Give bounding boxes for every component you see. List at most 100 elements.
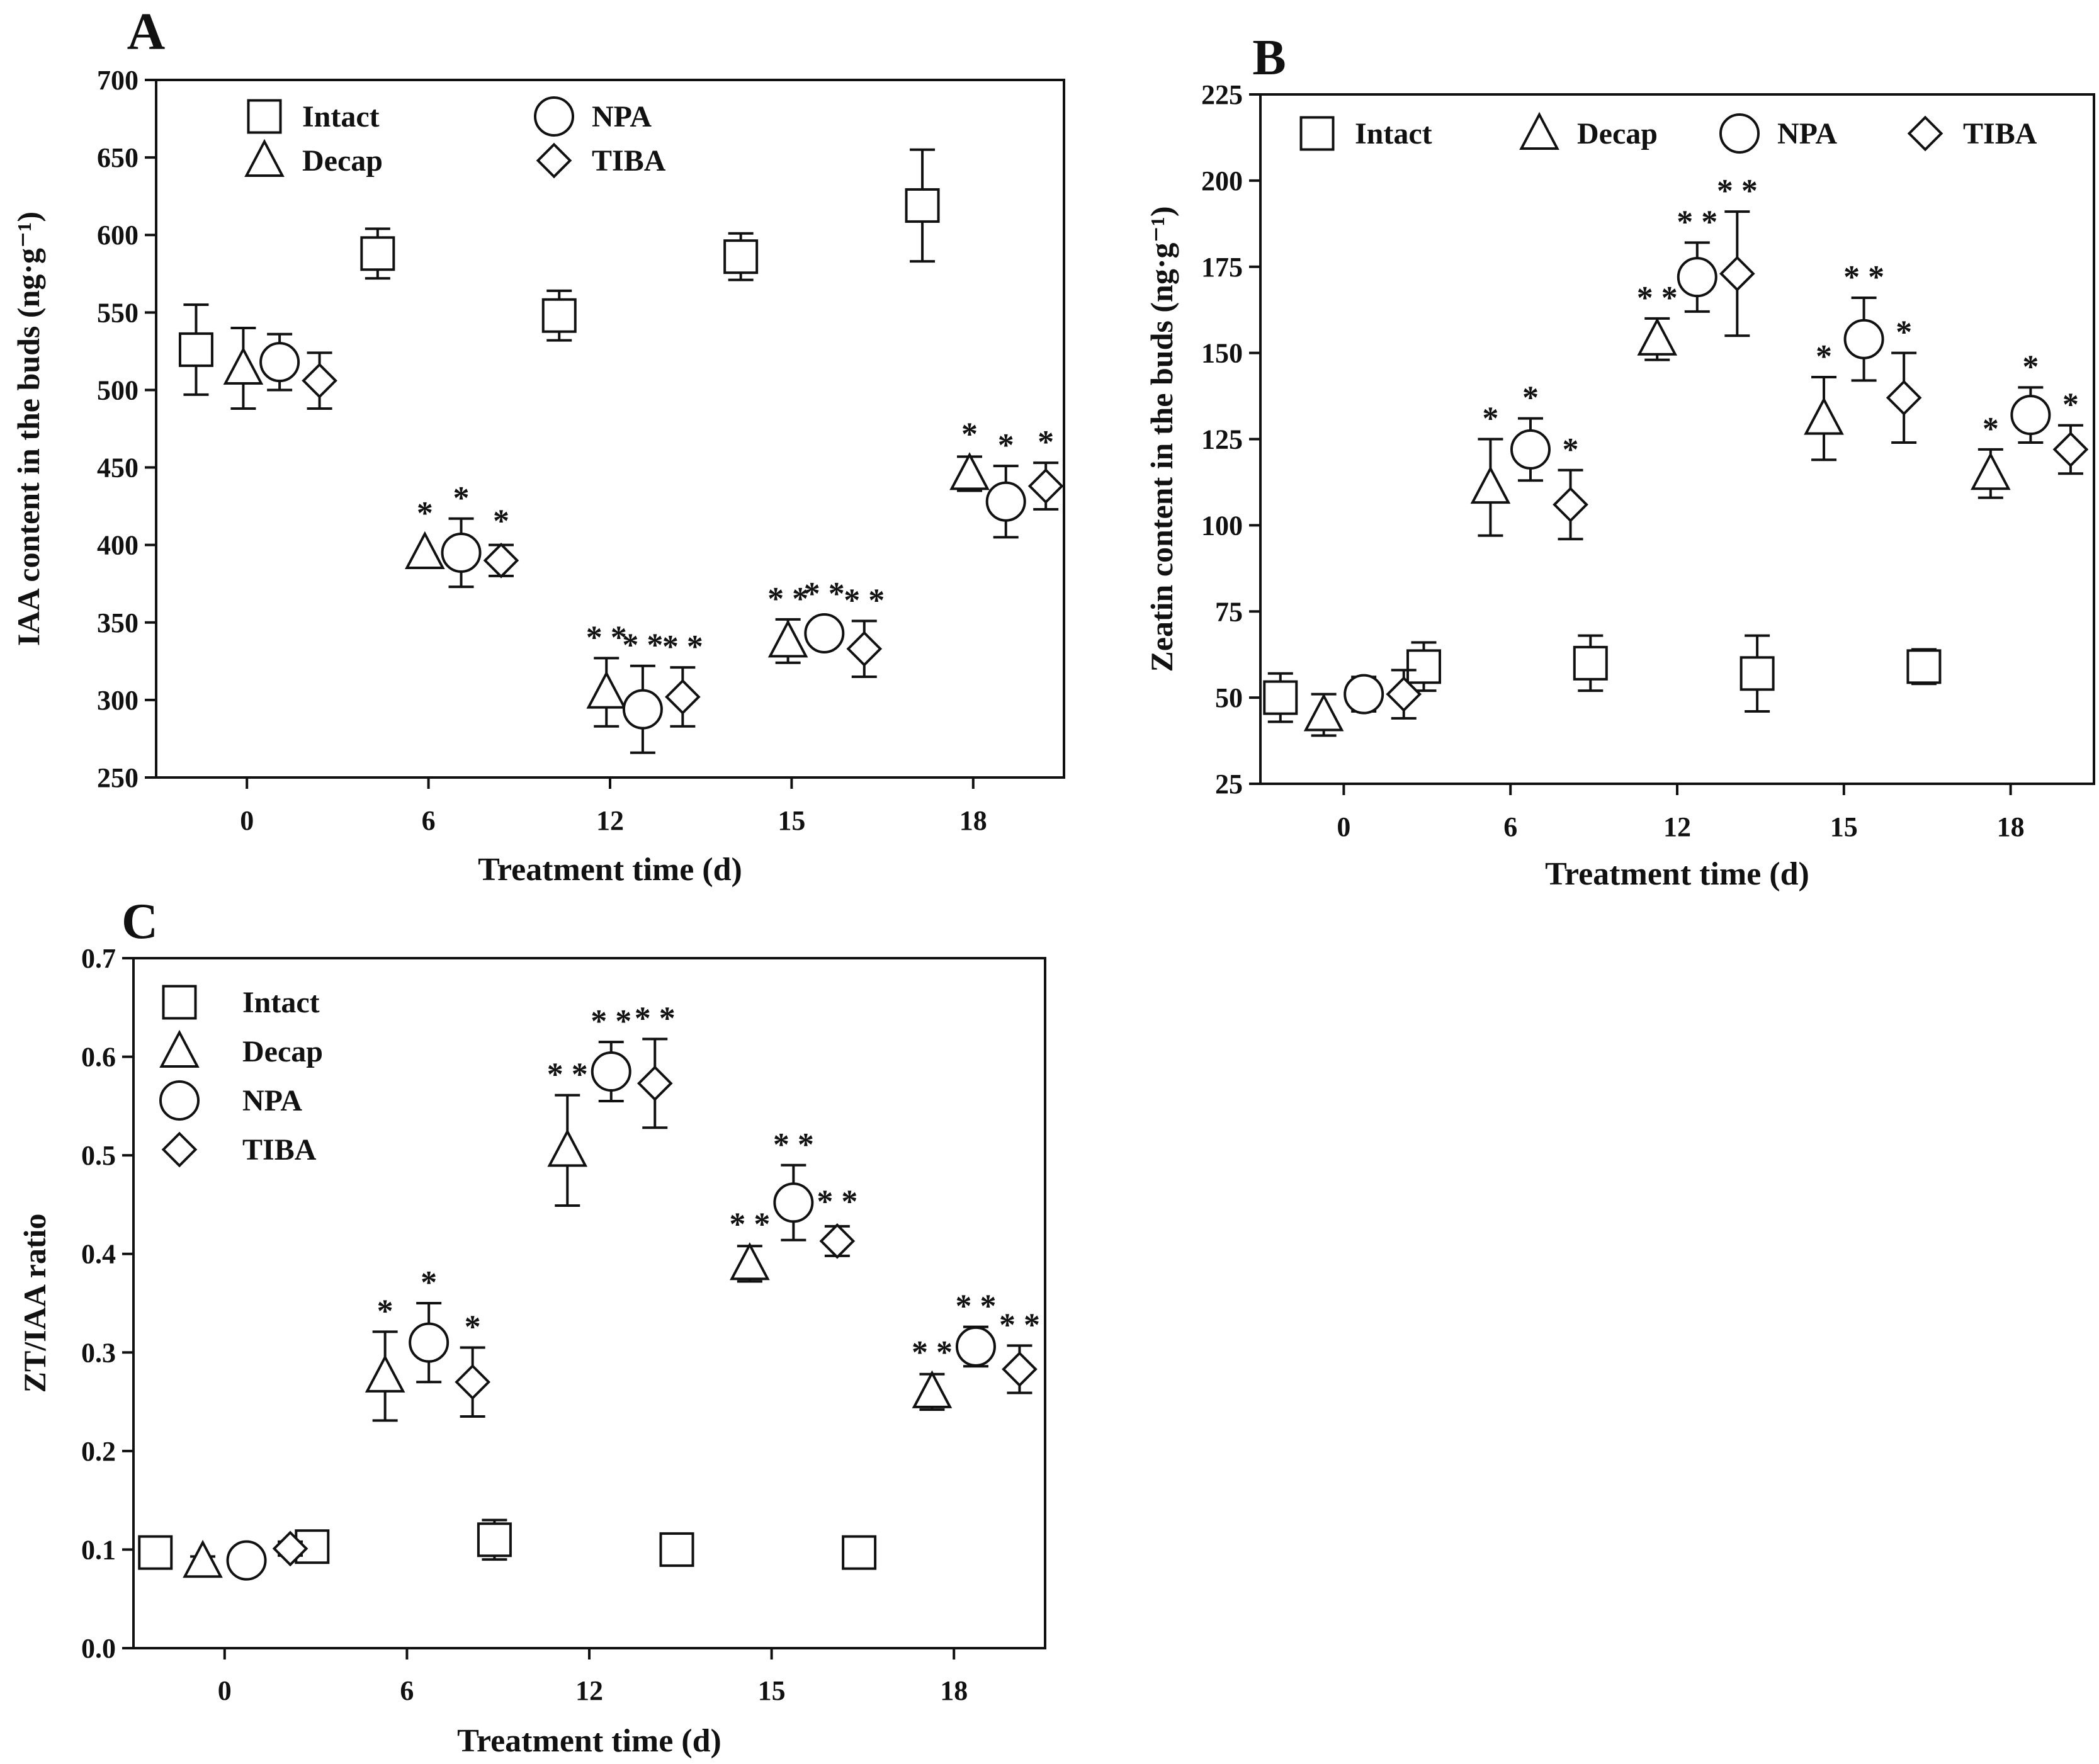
panel-label: B xyxy=(1252,30,1286,86)
data-point-intact xyxy=(477,1522,512,1558)
data-point-npa xyxy=(226,1540,267,1581)
data-point-intact xyxy=(178,332,213,367)
data-point-decap xyxy=(183,1539,223,1578)
legend-label-tiba: TIBA xyxy=(242,1133,317,1167)
data-point-intact xyxy=(1906,649,1942,684)
data-point-decap xyxy=(912,1370,953,1408)
significance-label: * * xyxy=(729,1206,770,1242)
significance-label: * * xyxy=(804,576,845,612)
x-tick-label: 12 xyxy=(575,1675,603,1706)
significance-label: * * xyxy=(635,1000,676,1036)
y-axis-label: Zeatin content in the buds (ng·g⁻¹) xyxy=(1144,206,1179,672)
y-tick-label: 75 xyxy=(1215,596,1243,627)
data-point-tiba xyxy=(1002,1351,1038,1388)
y-axis-label: IAA content in the buds (ng·g⁻¹) xyxy=(11,212,46,646)
series-npa: ** ** ** xyxy=(259,332,1026,754)
series-npa: * * * * * * xyxy=(1344,204,2051,715)
data-point-tiba xyxy=(636,1065,673,1102)
data-point-npa xyxy=(1344,674,1384,715)
significance-label: * * xyxy=(1717,173,1758,209)
y-tick-label: 0.7 xyxy=(81,943,116,974)
data-point-decap xyxy=(767,619,808,658)
legend-label-npa: NPA xyxy=(242,1084,302,1117)
data-point-npa xyxy=(1843,319,1884,359)
x-tick-label: 15 xyxy=(778,805,805,836)
significance-label: * * xyxy=(773,1127,814,1163)
significance-label: * * xyxy=(912,1335,953,1371)
data-point-npa xyxy=(804,613,845,654)
data-point-tiba xyxy=(2052,431,2089,468)
data-point-decap xyxy=(1637,317,1678,356)
series-decap: ** ** ** * xyxy=(183,1057,953,1578)
x-tick-label: 15 xyxy=(1830,811,1858,842)
panel-label: A xyxy=(127,3,166,61)
legend-marker-intact xyxy=(1299,116,1335,151)
significance-label: * * xyxy=(1677,204,1717,240)
series-decap: * * * * * xyxy=(1303,280,2011,737)
significance-label: * xyxy=(1482,401,1498,437)
x-tick-label: 15 xyxy=(758,1675,786,1706)
panel-a: A 250 300 350 400 450 500 550 600 650 700 0 6 12 15 18 T… xyxy=(11,3,1065,888)
data-point-npa xyxy=(2010,395,2051,436)
legend-marker-npa xyxy=(534,96,574,137)
significance-label: * xyxy=(493,503,509,539)
significance-label: * xyxy=(417,495,433,531)
data-point-decap xyxy=(586,670,627,709)
series-tiba: ** ** ** * xyxy=(272,1000,1040,1567)
data-point-decap xyxy=(1804,397,1844,435)
legend-label-intact: Intact xyxy=(302,100,380,133)
y-tick-label: 300 xyxy=(97,685,139,716)
data-point-tiba xyxy=(1386,676,1422,712)
data-point-tiba xyxy=(846,631,883,667)
data-point-intact xyxy=(1740,656,1775,691)
legend-marker-intact xyxy=(162,985,197,1020)
data-point-decap xyxy=(730,1242,770,1281)
data-point-decap xyxy=(365,1354,405,1393)
significance-label: * xyxy=(1563,432,1579,468)
series-tiba: * * * * * xyxy=(1386,173,2089,720)
significance-label: * xyxy=(1983,411,1999,447)
x-tick-label: 6 xyxy=(422,805,436,836)
significance-label: * * xyxy=(767,581,808,617)
legend-label-intact: Intact xyxy=(1355,117,1432,150)
legend: Intact NPA Decap TIBA xyxy=(244,96,666,179)
x-tick-label: 6 xyxy=(1503,811,1517,842)
data-point-intact xyxy=(905,188,940,223)
legend-label-npa: NPA xyxy=(1777,117,1837,150)
data-point-intact xyxy=(1406,649,1442,684)
y-tick-label: 25 xyxy=(1215,769,1243,800)
legend-label-decap: Decap xyxy=(242,1035,323,1068)
y-tick-label: 50 xyxy=(1215,682,1243,713)
y-tick-label: 650 xyxy=(97,142,139,173)
panel-c: C 0.0 0.1 0.2 0.3 0.4 0.5 0.6 0.7 0 6 12 15 18 Treatme… xyxy=(17,894,1046,1759)
data-point-npa xyxy=(955,1326,996,1367)
data-point-intact xyxy=(1573,645,1608,681)
panel-label: C xyxy=(122,894,158,949)
data-point-npa xyxy=(441,532,482,573)
x-tick-label: 6 xyxy=(400,1675,414,1706)
legend-label-tiba: TIBA xyxy=(1963,117,2037,150)
data-point-intact xyxy=(138,1535,173,1570)
significance-label: * * xyxy=(547,1057,588,1093)
data-point-decap xyxy=(1303,693,1344,732)
data-point-intact xyxy=(723,239,759,274)
data-point-npa xyxy=(985,481,1026,522)
data-point-decap xyxy=(949,452,990,490)
y-tick-label: 0.1 xyxy=(81,1534,116,1565)
data-point-decap xyxy=(223,346,264,385)
data-point-npa xyxy=(773,1182,814,1223)
significance-label: * * xyxy=(662,629,703,665)
data-point-decap xyxy=(1971,451,2011,490)
legend-marker-decap xyxy=(1519,111,1559,150)
legend-label-npa: NPA xyxy=(592,100,652,133)
x-tick-label: 18 xyxy=(940,1675,968,1706)
data-point-tiba xyxy=(1027,468,1064,504)
legend-marker-intact xyxy=(247,99,282,134)
significance-label: * xyxy=(453,480,470,516)
significance-label: * * xyxy=(999,1307,1040,1343)
series-intact xyxy=(138,1518,877,1570)
significance-label: * xyxy=(998,427,1014,463)
data-point-npa xyxy=(409,1322,450,1363)
significance-label: * * xyxy=(586,619,627,655)
significance-label: * xyxy=(1816,339,1832,375)
